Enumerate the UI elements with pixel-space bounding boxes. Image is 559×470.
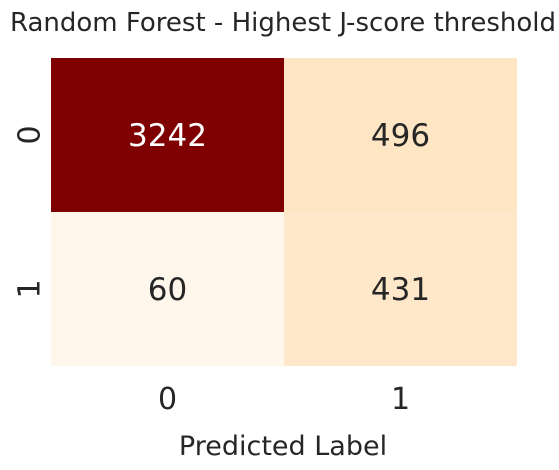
- x-tick-label-0: 0: [158, 382, 177, 417]
- cell-value-r0-c0: 3242: [128, 118, 207, 154]
- y-tick-label-0: 0: [13, 125, 48, 144]
- y-tick-labels: 01: [13, 125, 48, 298]
- x-axis-label: Predicted Label: [179, 431, 387, 462]
- heatmap-cells: [51, 58, 517, 366]
- y-tick-label-1: 1: [13, 279, 48, 298]
- cell-value-r0-c1: 496: [371, 118, 430, 154]
- cell-value-r1-c0: 60: [148, 272, 187, 308]
- chart-title: Random Forest - Highest J-score threshol…: [10, 8, 556, 38]
- cell-value-r1-c1: 431: [371, 272, 430, 308]
- x-tick-label-1: 1: [391, 382, 410, 417]
